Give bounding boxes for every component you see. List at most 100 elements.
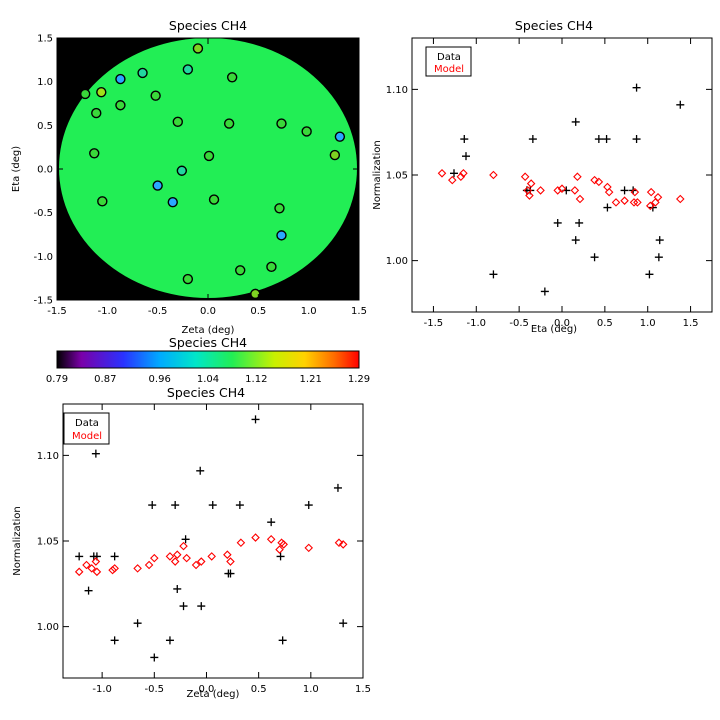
zeta-y-label: Normalization [12,506,23,576]
zeta-data-point [173,584,182,593]
eta-model-point [629,198,639,207]
eta-data-point [632,83,641,92]
eta-xtick-label: 1.0 [640,318,656,329]
map-source-point [223,118,235,129]
zeta-model-point [196,557,206,566]
zeta-x-label: Zeta (deg) [187,689,240,700]
zeta-legend-box [63,412,110,445]
eta-data-point [602,135,611,144]
zeta-data-point [339,619,348,628]
eta-model-point [611,198,621,207]
zeta-data-point [181,535,190,544]
eta-plot-title: Species CH4 [515,18,593,33]
eta-legend-box [425,46,472,77]
eta-data-point [571,236,580,245]
zeta-data-point [208,501,217,510]
map-source-point [182,273,194,285]
zeta-ytick-label: 1.10 [37,451,59,462]
zeta-model-point [170,557,180,566]
eta-model-point [553,186,562,195]
eta-data-point [645,270,654,279]
eta-model-point [620,196,629,205]
zeta-data-point [235,501,244,510]
zeta-data-point [91,449,100,458]
eta-data-point [528,135,537,144]
eta-data-point [575,218,584,227]
map-source-point [235,265,246,276]
zeta-model-point [144,560,154,570]
eta-model-point [536,186,545,195]
eta-model-point [594,177,604,187]
zeta-model-point [179,541,188,551]
zeta-ytick-label: 1.05 [37,537,59,548]
eta-xtick-label: -0.5 [509,318,529,329]
map-source-point [152,180,163,191]
zeta-data-point [304,501,313,510]
eta-model-point [489,170,498,180]
zeta-model-point [236,538,246,547]
zeta-data-point [171,501,180,510]
eta-data-point [571,117,580,126]
map-xtick-label: 1.5 [351,306,367,317]
eta-x-label: Eta (deg) [531,324,577,335]
map-ytick-label: 0.0 [37,165,53,176]
map-ytick-label: -1.5 [33,296,53,307]
zeta-model-point [91,557,101,566]
eta-model-point [653,192,663,202]
map-source-point [334,131,346,142]
map-source-point [115,73,126,85]
map-source-point [226,72,238,83]
zeta-data-point [75,552,84,561]
zeta-data-point [196,466,205,475]
map-source-point [167,196,178,208]
map-xtick-label: -1.5 [47,306,67,317]
eta-model-point [448,175,457,185]
map-source-point [208,194,220,205]
zeta-xtick-label: -1.0 [92,684,112,695]
map-source-point [192,43,204,54]
eta-data-point [553,218,562,227]
eta-model-point [437,169,447,178]
map-source-point [150,90,161,101]
eta-model-point [520,172,530,181]
zeta-data-point [150,653,159,662]
zeta-data-point [267,518,276,527]
eta-data-point [450,169,458,178]
colorbar-tick-label: 1.21 [300,374,322,385]
colorbar-tick-label: 1.29 [348,374,370,385]
eta-model-point [604,187,614,197]
zeta-model-point [251,533,260,542]
map-source-point [79,88,91,100]
colorbar-gradient [56,350,360,369]
map-source-point [276,230,287,241]
eta-data-point [676,100,685,109]
eta-model-point [676,194,685,204]
map-source-point [250,288,261,300]
zeta-ytick-label: 1.00 [37,622,59,633]
eta-model-point [456,172,466,181]
zeta-model-point [133,564,142,573]
zeta-data-point [179,602,188,611]
eta-plot-frame [411,37,713,313]
colorbar-tick-label: 0.79 [46,374,68,385]
map-xtick-label: 0.5 [250,306,266,317]
eta-ytick-label: 1.00 [386,256,408,267]
map-field-disk [59,38,357,298]
map-source-point [97,196,108,207]
zeta-xtick-label: 1.0 [303,684,319,695]
eta-model-point [525,191,534,200]
zeta-model-point [108,565,117,575]
eta-xtick-label: 0.0 [554,318,570,329]
zeta-legend-model: Model [72,431,102,442]
eta-xtick-label: 0.5 [597,318,613,329]
colorbar-tick-label: 1.12 [245,374,267,385]
zeta-data-point [110,552,119,561]
colorbar-tick-label: 0.87 [94,374,116,385]
zeta-xtick-label: -0.5 [145,684,165,695]
eta-data-point [594,135,603,144]
zeta-model-point [182,553,191,563]
zeta-data-point [165,636,174,645]
eta-legend-data: Data [437,52,461,63]
eta-data-point [632,135,641,144]
